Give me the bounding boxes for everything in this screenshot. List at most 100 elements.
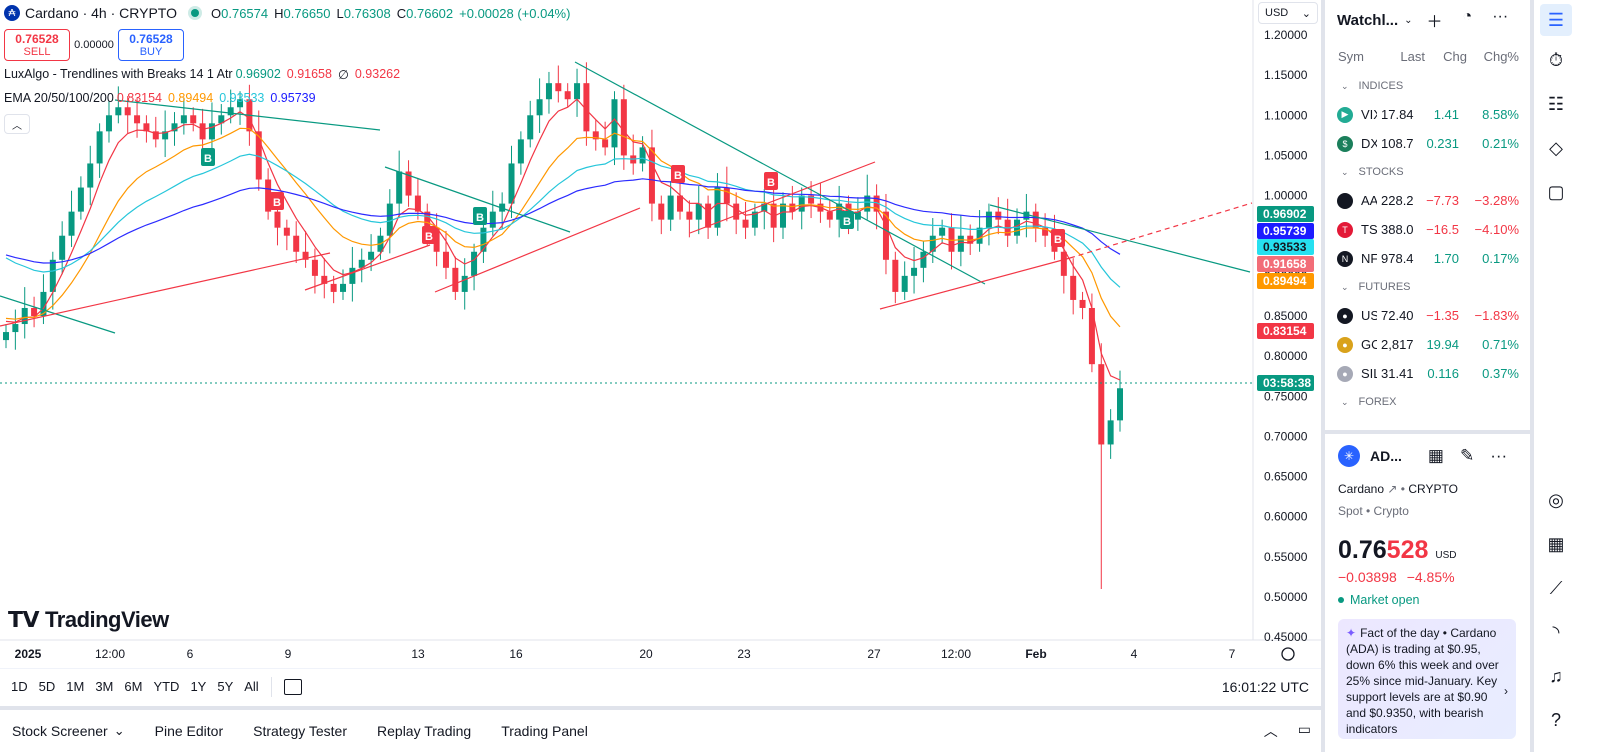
ema-200-line (5, 178, 1121, 264)
panel-divider[interactable] (1321, 0, 1325, 752)
chevron-down-icon[interactable]: ⌄ (1404, 14, 1413, 26)
candle-body (442, 251, 449, 268)
fact-of-the-day[interactable]: ✦ Fact of the day • Cardano (ADA) is trad… (1338, 619, 1516, 739)
range-5y[interactable]: 5Y (217, 679, 234, 694)
watchlist-row[interactable]: ● SILVER 31.41 0.116 0.37% (1325, 359, 1530, 388)
chart-area[interactable]: 1.200001.150001.100001.050001.000000.950… (0, 0, 1321, 668)
price-label-bg (1257, 206, 1314, 222)
candle-body (115, 107, 122, 116)
candle-body (677, 195, 684, 212)
range-1y[interactable]: 1Y (190, 679, 207, 694)
details-name[interactable]: Cardano (1338, 482, 1385, 496)
chart-drawing-icon[interactable]: ⟋ (1549, 577, 1563, 598)
maximize-panel-icon[interactable]: ▭ (1297, 721, 1311, 737)
symbol-logo-icon: ▶ (1337, 106, 1353, 123)
range-1m[interactable]: 1M (66, 679, 85, 694)
target-icon[interactable]: ◎ (1548, 489, 1564, 510)
indicator-row[interactable]: LuxAlgo - Trendlines with Breaks 14 1 At… (4, 62, 576, 86)
cell-last: 228.2 (1381, 193, 1414, 208)
add-symbol-icon[interactable]: ＋ (1426, 14, 1443, 31)
trendline (689, 161, 876, 234)
col-sym[interactable]: Sym (1338, 48, 1364, 64)
price-label: 0.93533 (1263, 240, 1307, 254)
indicator-row[interactable]: EMA 20/50/100/200 0.83154 0.89494 0.93533 0.… (4, 86, 576, 110)
candle-body (405, 171, 412, 196)
watchlist-row[interactable]: ● USOIL 72.40 −1.35 −1.83% (1325, 301, 1530, 330)
range-all[interactable]: All (244, 679, 259, 694)
watchlist-divider[interactable] (1325, 430, 1530, 434)
more-options-icon[interactable]: ··· (1492, 8, 1509, 25)
time-tick-label: 6 (187, 647, 194, 661)
layers-icon[interactable]: ◇ (1549, 137, 1563, 158)
cardano-logo-icon: ₳ (4, 5, 20, 21)
utc-clock[interactable]: 16:01:22 UTC (1221, 678, 1309, 695)
watchlist-section-forex[interactable]: ⌄ FOREX (1325, 388, 1530, 416)
edit-icon[interactable]: ✎ (1459, 446, 1475, 465)
calendar-icon[interactable] (283, 678, 302, 695)
details-name-row: Cardano ↗ • CRYPTO (1338, 482, 1458, 496)
range-1d[interactable]: 1D (11, 679, 28, 694)
watchlist-section-futures[interactable]: ⌄ FUTURES (1325, 273, 1530, 301)
range-ytd[interactable]: YTD (153, 679, 180, 694)
watchlist-title[interactable]: Watchl... (1337, 11, 1399, 29)
grid-icon[interactable]: ▦ (1427, 446, 1444, 465)
right-toolbar: ☰ ⏱ ☷ ◇ ▢ ◎ ▦ ⟋ ◝ ♫ ? (1534, 0, 1600, 752)
more-options-icon[interactable]: ··· (1490, 446, 1508, 465)
watchlist-section-stocks[interactable]: ⌄ STOCKS (1325, 158, 1530, 186)
help-icon[interactable]: ? (1550, 709, 1561, 730)
range-6m[interactable]: 6M (124, 679, 143, 694)
col-chg[interactable]: Chg (1443, 48, 1467, 64)
cell-last: 388.0 (1381, 222, 1414, 237)
indicator-value: 0.89494 (168, 91, 214, 105)
external-link-icon[interactable]: ↗ (1387, 482, 1398, 496)
watchlist-row[interactable]: AAPL 228.2 −7.73 −3.28% (1325, 186, 1530, 215)
candle-body (864, 195, 871, 212)
candle-body (311, 259, 318, 276)
price-chart[interactable]: 1.200001.150001.100001.050001.000000.950… (0, 0, 1321, 668)
calendar-icon[interactable]: ▦ (1547, 533, 1565, 554)
tab-trading-panel[interactable]: Trading Panel (501, 723, 588, 739)
tab-pine-editor[interactable]: Pine Editor (154, 723, 224, 739)
watchlist-row[interactable]: ● GOLD 2,817 19.94 0.71% (1325, 330, 1530, 359)
candle-body (1098, 364, 1105, 445)
watchlist-row[interactable]: ▶ VIX 17.84 1.41 8.58% (1325, 100, 1530, 129)
advanced-view-icon[interactable]: ◔ (1462, 8, 1473, 25)
watchlist-row[interactable]: $ DXY 108.7 0.231 0.21% (1325, 129, 1530, 158)
price-label-bg (1257, 239, 1314, 255)
settings-gear-icon[interactable] (1281, 647, 1295, 661)
candle-body (152, 131, 159, 140)
tab-strategy-tester[interactable]: Strategy Tester (253, 723, 348, 739)
chevron-down-icon[interactable]: ⌄ (113, 723, 125, 738)
chat-icon[interactable]: ▢ (1547, 181, 1565, 202)
notifications-icon[interactable]: ♫ (1549, 665, 1563, 686)
tab-replay-trading[interactable]: Replay Trading (377, 723, 472, 739)
watchlist-section-indices[interactable]: ⌄ INDICES (1325, 72, 1530, 100)
symbol-title[interactable]: Cardano · 4h · CRYPTO (25, 5, 177, 21)
candle-body (808, 195, 815, 204)
currency-select[interactable]: USD ⌄ (1258, 2, 1318, 24)
collapse-panel-icon[interactable]: ︿ (1263, 723, 1278, 739)
range-5d[interactable]: 5D (38, 679, 56, 694)
chevron-right-icon[interactable]: › (1504, 684, 1508, 698)
broadcast-icon[interactable]: ◝ (1552, 621, 1560, 642)
buy-button[interactable]: 0.76528 BUY (118, 29, 184, 61)
col-pct[interactable]: Chg% (1483, 48, 1519, 64)
candle-body (705, 203, 712, 228)
symbol-logo-icon: ● (1337, 336, 1353, 353)
break-marker-label: B (767, 177, 775, 189)
sell-button[interactable]: 0.76528 SELL (4, 29, 70, 61)
cell-last: 108.7 (1381, 136, 1414, 151)
watchlist-row[interactable]: T TSLA 388.0 −16.5 −4.10% (1325, 215, 1530, 244)
details-symbol[interactable]: AD... (1370, 448, 1402, 464)
col-last[interactable]: Last (1400, 48, 1425, 64)
tab-stock-screener[interactable]: Stock Screener (12, 723, 108, 739)
watchlist-icon[interactable]: ☰ (1540, 4, 1572, 36)
tradingview-logo[interactable]: 𝗧𝗩 TradingView (8, 607, 169, 633)
add-list-icon[interactable]: ☷ (1547, 93, 1565, 114)
alerts-clock-icon[interactable]: ⏱ (1548, 49, 1564, 70)
collapse-legend-button[interactable]: ︿ (4, 114, 30, 134)
range-3m[interactable]: 3M (95, 679, 114, 694)
candle-body (583, 83, 590, 132)
cell-pct: −4.10% (1474, 222, 1519, 237)
watchlist-row[interactable]: N NFLX 978.4 1.70 0.17% (1325, 244, 1530, 273)
